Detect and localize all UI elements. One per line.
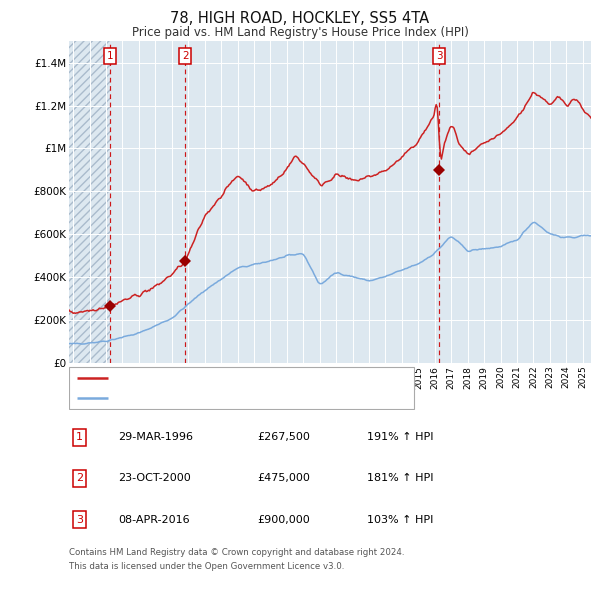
Text: 29-MAR-1996: 29-MAR-1996 [119,432,194,442]
Text: 181% ↑ HPI: 181% ↑ HPI [367,474,433,483]
Text: £900,000: £900,000 [257,514,310,525]
FancyBboxPatch shape [69,366,413,409]
Text: 1: 1 [107,51,113,61]
Text: 2: 2 [76,474,83,483]
Text: 78, HIGH ROAD, HOCKLEY, SS5 4TA (detached house): 78, HIGH ROAD, HOCKLEY, SS5 4TA (detache… [113,373,392,383]
Text: 191% ↑ HPI: 191% ↑ HPI [367,432,433,442]
Text: 3: 3 [436,51,443,61]
Text: 3: 3 [76,514,83,525]
Text: £475,000: £475,000 [257,474,310,483]
Text: 08-APR-2016: 08-APR-2016 [119,514,190,525]
Text: HPI: Average price, detached house, Rochford: HPI: Average price, detached house, Roch… [113,393,353,403]
Text: 2: 2 [182,51,188,61]
Text: 103% ↑ HPI: 103% ↑ HPI [367,514,433,525]
Text: 23-OCT-2000: 23-OCT-2000 [119,474,191,483]
Text: Price paid vs. HM Land Registry's House Price Index (HPI): Price paid vs. HM Land Registry's House … [131,26,469,39]
Bar [69,41,110,363]
Text: Contains HM Land Registry data © Crown copyright and database right 2024.: Contains HM Land Registry data © Crown c… [69,548,404,556]
Text: 78, HIGH ROAD, HOCKLEY, SS5 4TA: 78, HIGH ROAD, HOCKLEY, SS5 4TA [170,11,430,25]
Text: This data is licensed under the Open Government Licence v3.0.: This data is licensed under the Open Gov… [69,562,344,571]
Text: £267,500: £267,500 [257,432,310,442]
Text: 1: 1 [76,432,83,442]
